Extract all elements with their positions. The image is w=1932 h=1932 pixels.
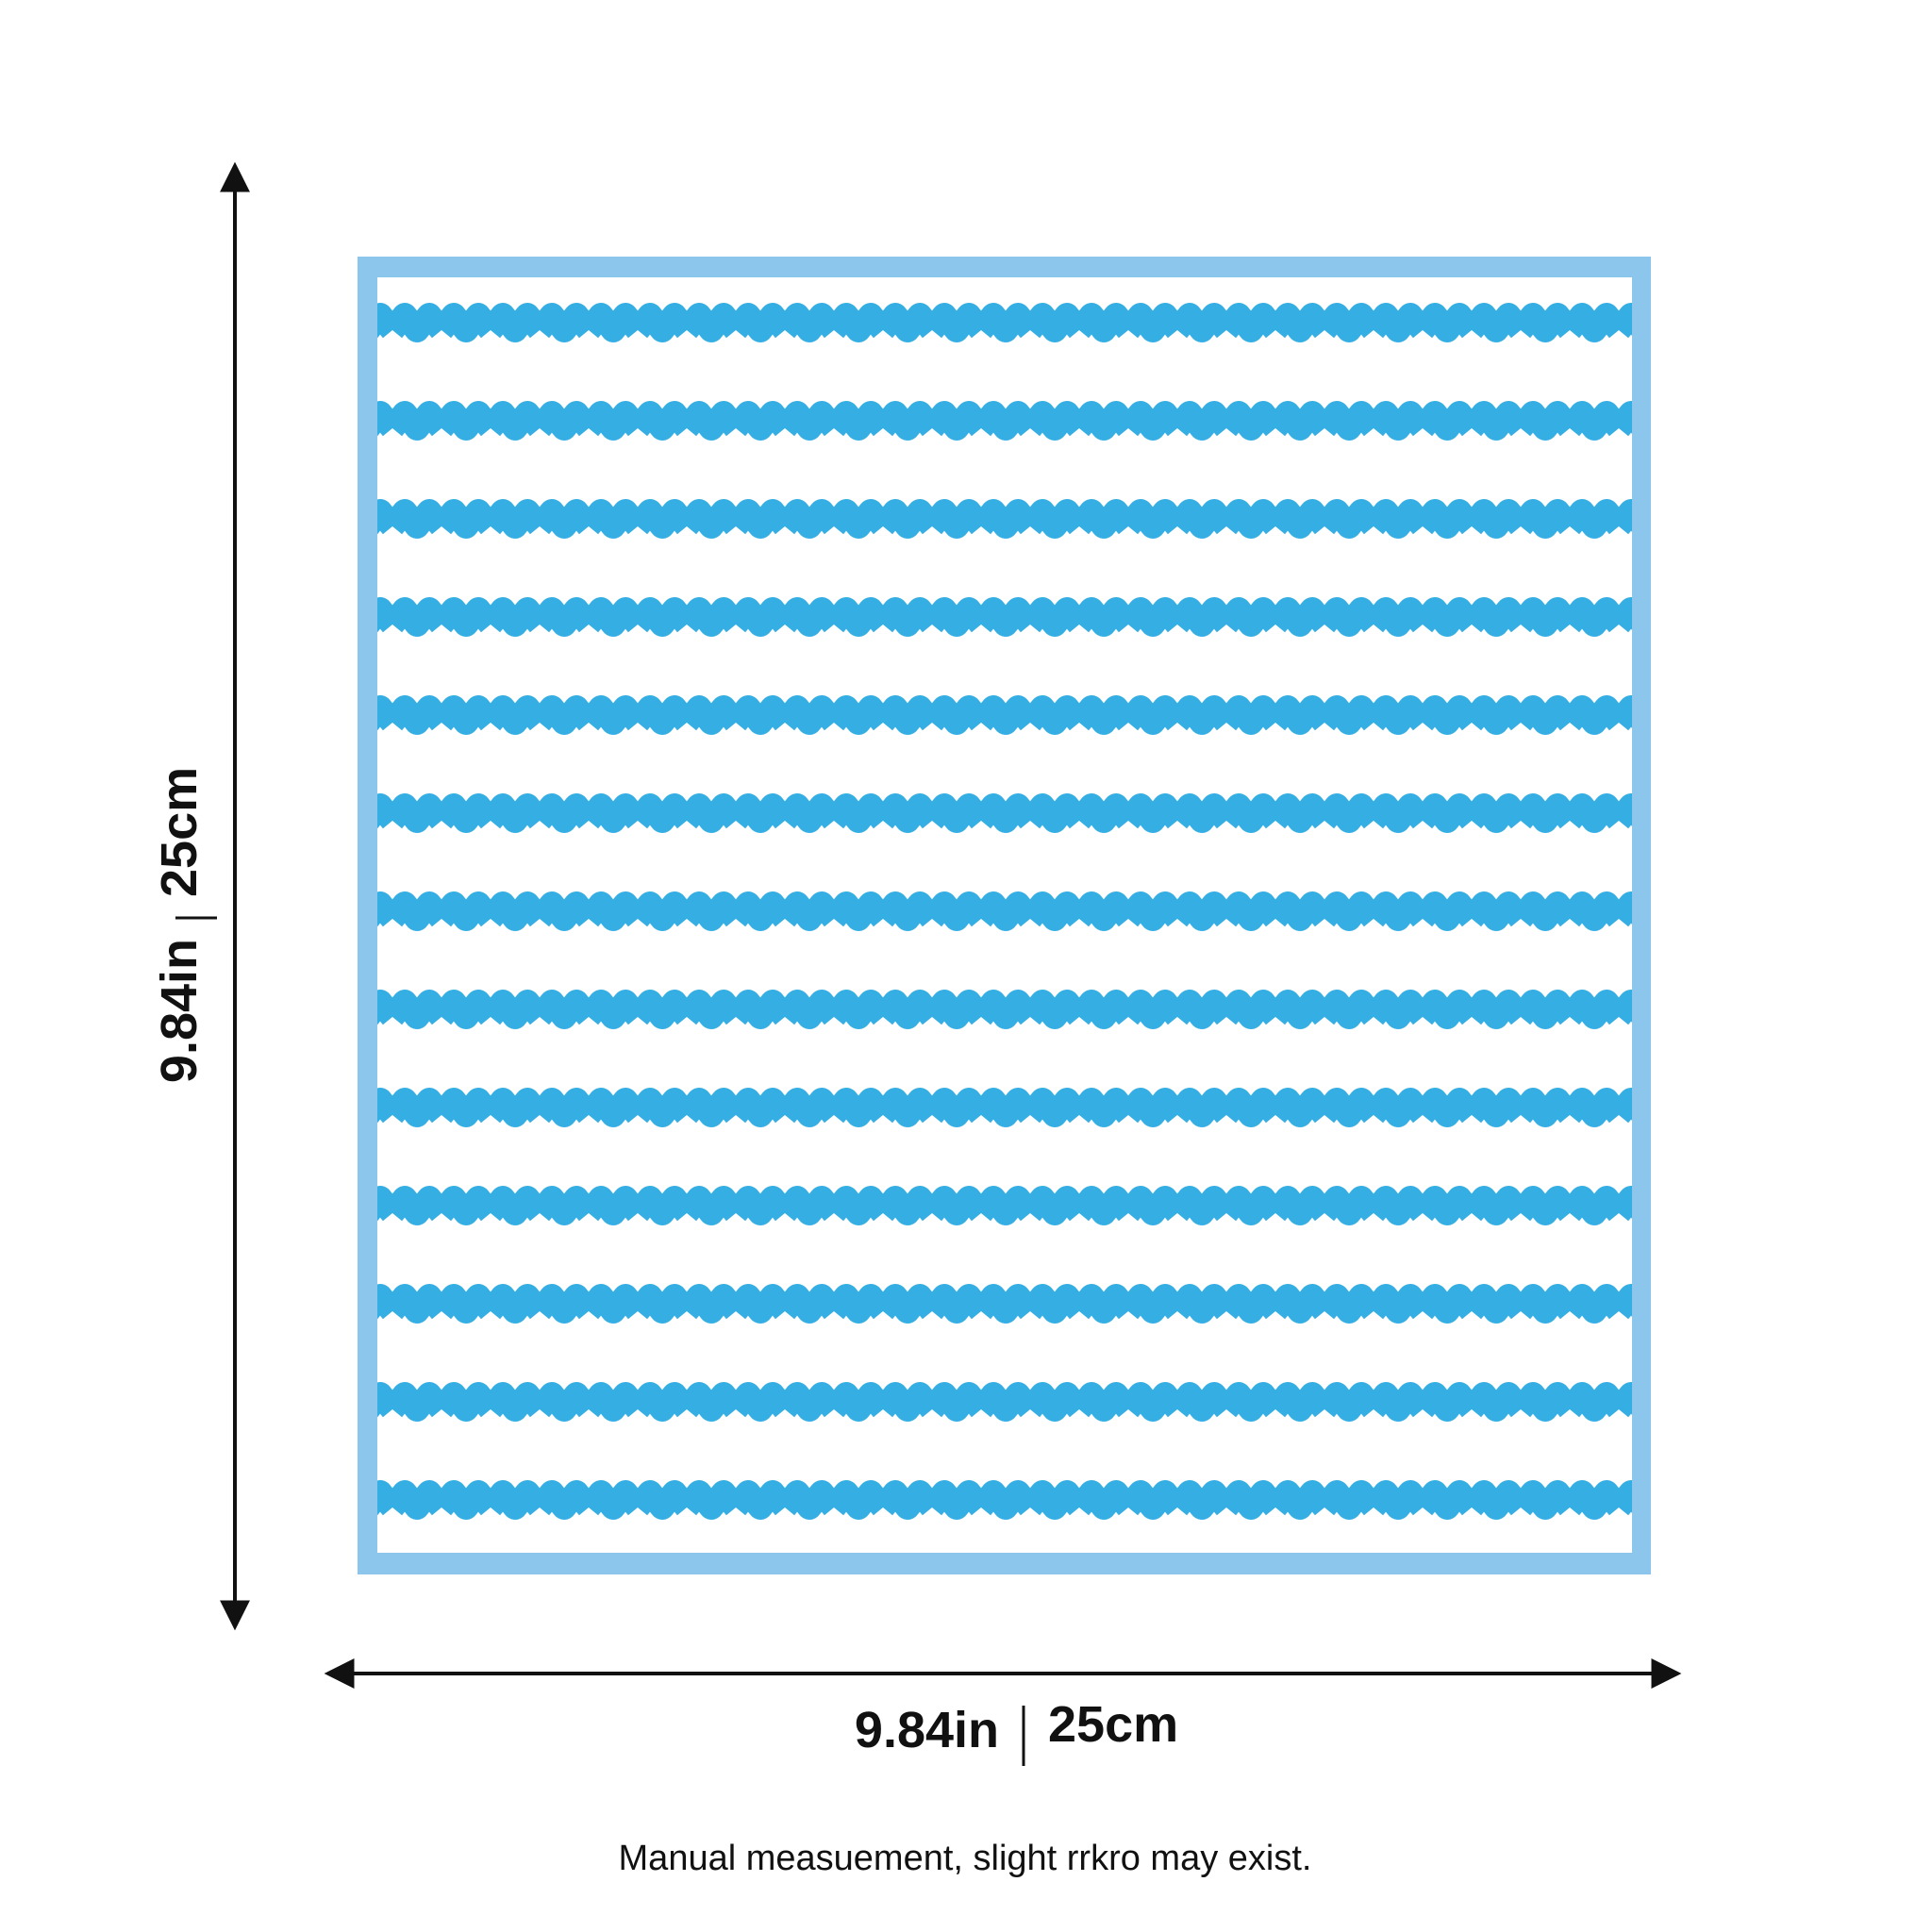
towel: [358, 257, 1651, 1574]
width-label: 9.84in 25cm: [855, 1696, 1178, 1766]
height-inches: 9.84in: [151, 939, 208, 1083]
width-inches: 9.84in: [855, 1702, 999, 1758]
height-cm: 25cm: [151, 767, 208, 897]
towel-pattern: [377, 277, 1632, 1553]
note: Manual measuement, slight rrkro may exis…: [619, 1839, 1312, 1878]
width-cm: 25cm: [1048, 1696, 1178, 1753]
height-label: 9.84in 25cm: [151, 767, 217, 1083]
